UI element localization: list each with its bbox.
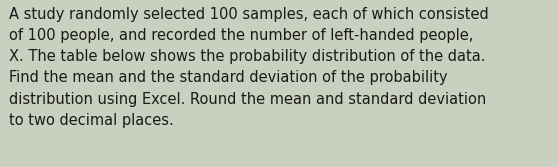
Text: A study randomly selected 100 samples, each of which consisted
of 100 people, an: A study randomly selected 100 samples, e… (9, 7, 489, 128)
